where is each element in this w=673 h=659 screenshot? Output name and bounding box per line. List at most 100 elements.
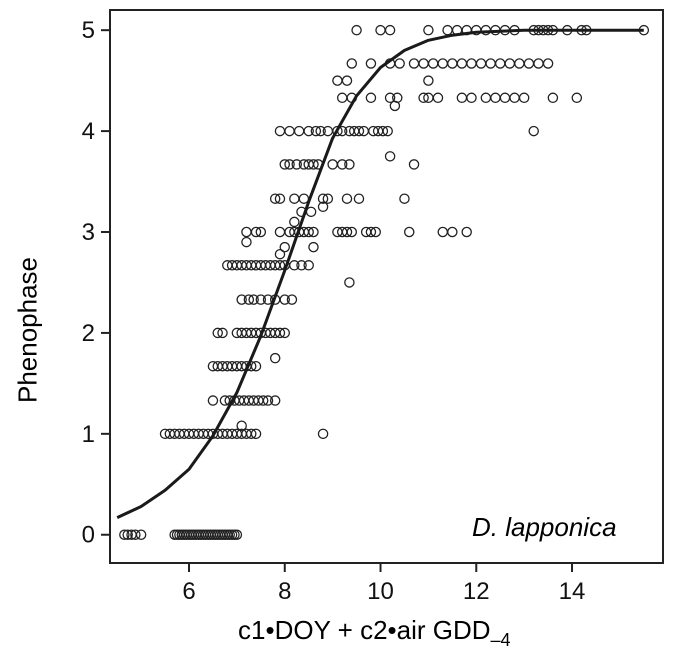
data-point	[303, 125, 314, 137]
data-point	[274, 226, 286, 238]
y-tick-label: 5	[82, 17, 95, 44]
data-point	[250, 226, 262, 238]
data-point	[523, 58, 535, 69]
data-point	[447, 58, 458, 69]
data-point	[344, 277, 355, 288]
x-tick-label: 8	[278, 578, 291, 605]
data-point	[286, 294, 298, 305]
data-point	[279, 327, 291, 339]
data-point	[384, 24, 396, 36]
data-point	[279, 294, 291, 305]
data-point	[437, 58, 449, 69]
data-point	[308, 226, 319, 238]
data-point	[528, 125, 539, 137]
x-axis-label-subscript: –4	[490, 630, 511, 650]
data-point	[377, 125, 389, 137]
data-point	[442, 24, 453, 36]
data-point	[509, 92, 520, 104]
x-axis-label-main: c1•DOY + c2•air GDD	[238, 615, 491, 645]
data-point	[353, 193, 365, 204]
data-point	[504, 58, 516, 69]
data-point	[317, 193, 329, 204]
data-point	[423, 24, 434, 36]
data-point	[399, 193, 410, 204]
data-point	[327, 159, 338, 170]
x-tick-label: 12	[463, 578, 490, 605]
data-point	[547, 92, 559, 104]
data-point	[542, 58, 554, 69]
data-point	[274, 327, 286, 339]
data-point	[382, 125, 393, 137]
data-point	[255, 294, 267, 305]
data-point	[375, 24, 386, 36]
data-point	[365, 226, 377, 238]
data-point	[456, 92, 468, 104]
data-point	[461, 226, 472, 238]
data-point	[279, 241, 291, 253]
data-point	[289, 216, 300, 228]
data-point	[308, 241, 319, 253]
y-axis-label-container: Phenophase	[8, 200, 48, 460]
data-point	[384, 92, 396, 104]
data-point	[365, 58, 377, 69]
data-point	[571, 92, 583, 104]
data-point	[437, 226, 449, 238]
x-axis: 6 8 10 12 14	[182, 563, 585, 605]
data-point	[241, 236, 252, 248]
data-point	[336, 92, 348, 104]
data-point	[289, 260, 300, 271]
scatter-points	[119, 24, 650, 540]
data-point	[518, 92, 530, 104]
data-point	[456, 58, 468, 69]
data-point	[432, 92, 444, 104]
data-point	[135, 529, 147, 540]
data-point	[344, 159, 355, 170]
plot-frame	[109, 9, 664, 564]
data-point	[274, 248, 286, 260]
data-point	[494, 58, 506, 69]
data-point	[284, 159, 295, 170]
data-point	[262, 395, 274, 406]
data-point	[341, 193, 353, 204]
data-point	[418, 92, 429, 104]
data-point	[408, 58, 420, 69]
data-point	[418, 58, 429, 69]
data-point	[269, 193, 281, 204]
data-point	[427, 58, 439, 69]
y-axis-label: Phenophase	[12, 256, 43, 404]
data-point	[341, 226, 353, 238]
data-point	[122, 529, 133, 540]
data-point	[466, 92, 477, 104]
data-point	[389, 100, 401, 112]
data-point	[485, 58, 496, 69]
data-point	[289, 193, 300, 204]
data-point	[480, 92, 492, 104]
data-point	[346, 58, 358, 69]
y-tick-label: 1	[82, 421, 95, 448]
data-point	[332, 125, 343, 137]
y-axis: 0 1 2 3 4 5	[82, 17, 110, 549]
data-point	[274, 260, 286, 271]
data-point	[130, 529, 141, 540]
data-point	[384, 151, 396, 162]
data-point	[212, 327, 223, 339]
y-tick-label: 3	[82, 219, 95, 246]
data-point	[250, 360, 262, 372]
data-point	[257, 395, 269, 406]
data-point	[423, 75, 434, 86]
data-point	[291, 159, 302, 170]
data-point	[236, 420, 247, 432]
data-point	[310, 125, 322, 137]
data-point	[248, 294, 259, 305]
data-point	[119, 529, 130, 540]
data-point	[346, 226, 358, 238]
x-tick-label: 6	[182, 578, 195, 605]
data-point	[317, 428, 329, 440]
data-point	[284, 125, 295, 137]
data-point	[274, 125, 286, 137]
data-point	[533, 58, 544, 69]
data-point	[341, 75, 353, 86]
data-point	[231, 529, 243, 540]
data-point	[296, 260, 307, 271]
